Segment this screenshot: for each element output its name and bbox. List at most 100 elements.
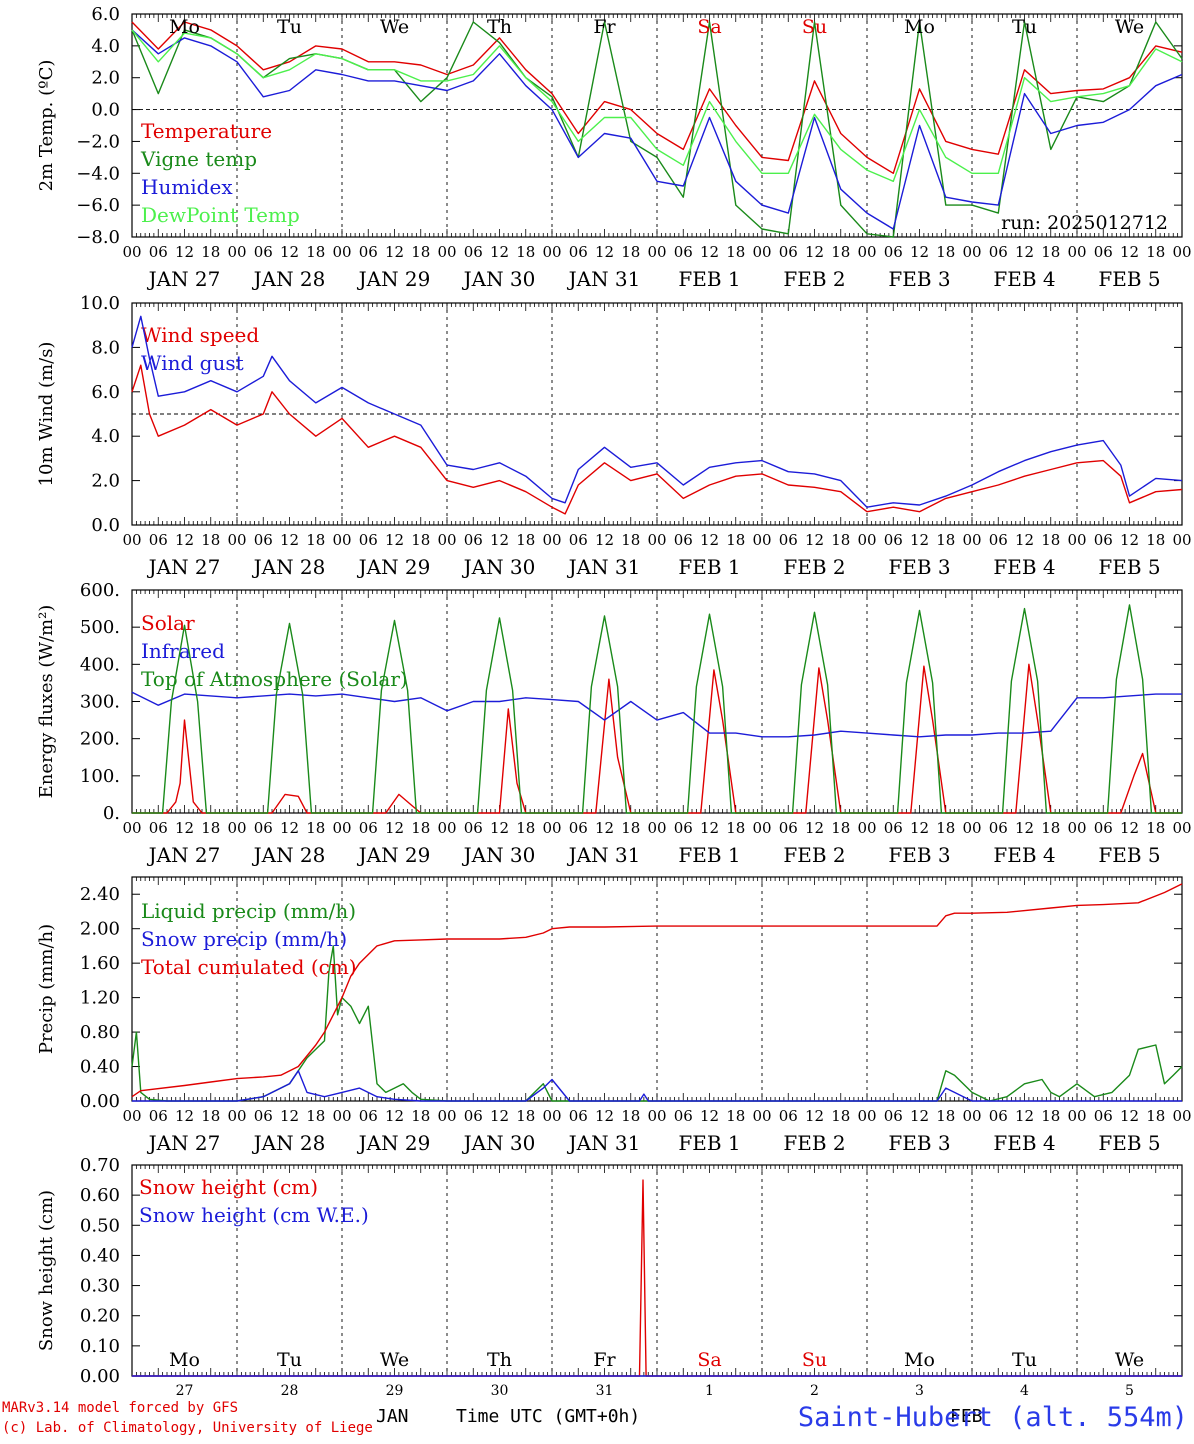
hour-label: 06 [884, 819, 903, 837]
y-tick-label: 200. [80, 729, 120, 750]
hour-label: 00 [227, 1107, 246, 1125]
hour-label: 00 [542, 1107, 561, 1125]
hour-label: 12 [910, 819, 929, 837]
hour-label: 00 [1172, 1107, 1191, 1125]
hour-label: 18 [516, 1107, 535, 1125]
hour-label: 18 [516, 243, 535, 261]
legend-entry: Infrared [141, 639, 225, 663]
hour-label: 00 [122, 1107, 141, 1125]
hour-label: 12 [1015, 1107, 1034, 1125]
hour-label: 18 [306, 819, 325, 837]
hour-label: 00 [227, 531, 246, 549]
legend-entry: Snow precip (mm/h) [141, 927, 347, 951]
weekday-label: We [1115, 16, 1144, 38]
hour-label: 18 [831, 819, 850, 837]
weekday-label: Tu [277, 16, 302, 38]
series-line-vigne-temp [131, 21, 1183, 238]
lab-credit: (c) Lab. of Climatology, University of L… [2, 1420, 373, 1436]
date-label: FEB 1 [678, 843, 740, 867]
y-tick-label: 0.50 [80, 1215, 120, 1236]
hour-label: 00 [962, 819, 981, 837]
hour-label: 00 [857, 1107, 876, 1125]
hour-label: 06 [989, 1107, 1008, 1125]
y-tick-label: −6.0 [76, 195, 120, 216]
legend-entry: Snow height (cm W.E.) [139, 1203, 369, 1227]
weekday-label: Tu [1012, 16, 1037, 38]
hour-label: 12 [175, 1107, 194, 1125]
y-tick-label: 0.40 [80, 1245, 120, 1266]
hour-label: 18 [1041, 1107, 1060, 1125]
y-tick-label: 6.0 [91, 4, 120, 25]
day-number-label: 30 [491, 1383, 509, 1399]
hour-label: 06 [884, 1107, 903, 1125]
y-tick-label: 100. [80, 766, 120, 787]
hour-label: 12 [280, 531, 299, 549]
y-tick-label: −8.0 [76, 227, 120, 248]
hour-label: 06 [569, 531, 588, 549]
weekday-label: Tu [1012, 1349, 1037, 1371]
date-label: JAN 27 [147, 555, 221, 579]
hour-label: 12 [280, 243, 299, 261]
hour-label: 12 [1015, 531, 1034, 549]
hour-label: 00 [1067, 531, 1086, 549]
run-annotation: run: 2025012712 [1001, 212, 1168, 234]
weekday-label: We [380, 16, 409, 38]
date-label: JAN 27 [147, 267, 221, 291]
hour-label: 18 [936, 243, 955, 261]
hour-label: 12 [490, 531, 509, 549]
hour-label: 00 [122, 819, 141, 837]
hour-label: 00 [647, 819, 666, 837]
date-label: FEB 4 [993, 267, 1055, 291]
date-label: FEB 5 [1098, 267, 1160, 291]
day-number-label: 29 [386, 1383, 404, 1399]
y-tick-label: 10.0 [80, 293, 120, 314]
hour-label: 00 [122, 243, 141, 261]
hour-label: 06 [1094, 1107, 1113, 1125]
hour-label: 18 [306, 1107, 325, 1125]
legend-entry: Temperature [141, 119, 272, 143]
date-label: JAN 31 [567, 843, 641, 867]
y-tick-label: 4.0 [91, 426, 120, 447]
weekday-label: Tu [277, 1349, 302, 1371]
day-number-label: 4 [1020, 1383, 1029, 1399]
hour-label: 18 [411, 531, 430, 549]
model-credit: MARv3.14 model forced by GFS [2, 1400, 239, 1416]
legend-entry: Wind gust [141, 351, 244, 375]
hour-label: 06 [779, 1107, 798, 1125]
y-tick-label: 0.10 [80, 1336, 120, 1357]
hour-label: 00 [1067, 1107, 1086, 1125]
legend-entry: Wind speed [141, 323, 259, 347]
legend-entry: Humidex [141, 175, 233, 199]
weekday-label: We [380, 1349, 409, 1371]
hour-label: 06 [359, 531, 378, 549]
y-tick-label: 0.80 [80, 1022, 120, 1043]
hour-label: 06 [1094, 243, 1113, 261]
y-tick-label: 1.20 [80, 988, 120, 1009]
series-line-wind-speed [131, 364, 1183, 515]
hour-label: 06 [884, 243, 903, 261]
hour-label: 06 [674, 531, 693, 549]
hour-label: 00 [752, 531, 771, 549]
date-label: JAN 29 [357, 267, 431, 291]
weekday-label: Mo [169, 16, 200, 38]
date-label: JAN 30 [462, 267, 536, 291]
date-label: JAN 30 [462, 843, 536, 867]
date-label: FEB 5 [1098, 843, 1160, 867]
legend-entry: Top of Atmosphere (Solar) [141, 667, 408, 691]
hour-label: 06 [989, 531, 1008, 549]
hour-label: 00 [332, 819, 351, 837]
date-label: JAN 27 [147, 843, 221, 867]
hour-label: 18 [516, 819, 535, 837]
series-line-total-cumulated-cm- [131, 883, 1183, 1098]
hour-label: 12 [280, 1107, 299, 1125]
hour-label: 06 [884, 531, 903, 549]
hour-label: 12 [175, 531, 194, 549]
hour-label: 06 [149, 531, 168, 549]
day-number-label: 2 [810, 1383, 819, 1399]
hour-label: 12 [1120, 531, 1139, 549]
hour-label: 00 [1067, 819, 1086, 837]
date-label: JAN 31 [567, 1131, 641, 1155]
legend-entry: Snow height (cm) [139, 1175, 318, 1199]
hour-label: 18 [411, 243, 430, 261]
